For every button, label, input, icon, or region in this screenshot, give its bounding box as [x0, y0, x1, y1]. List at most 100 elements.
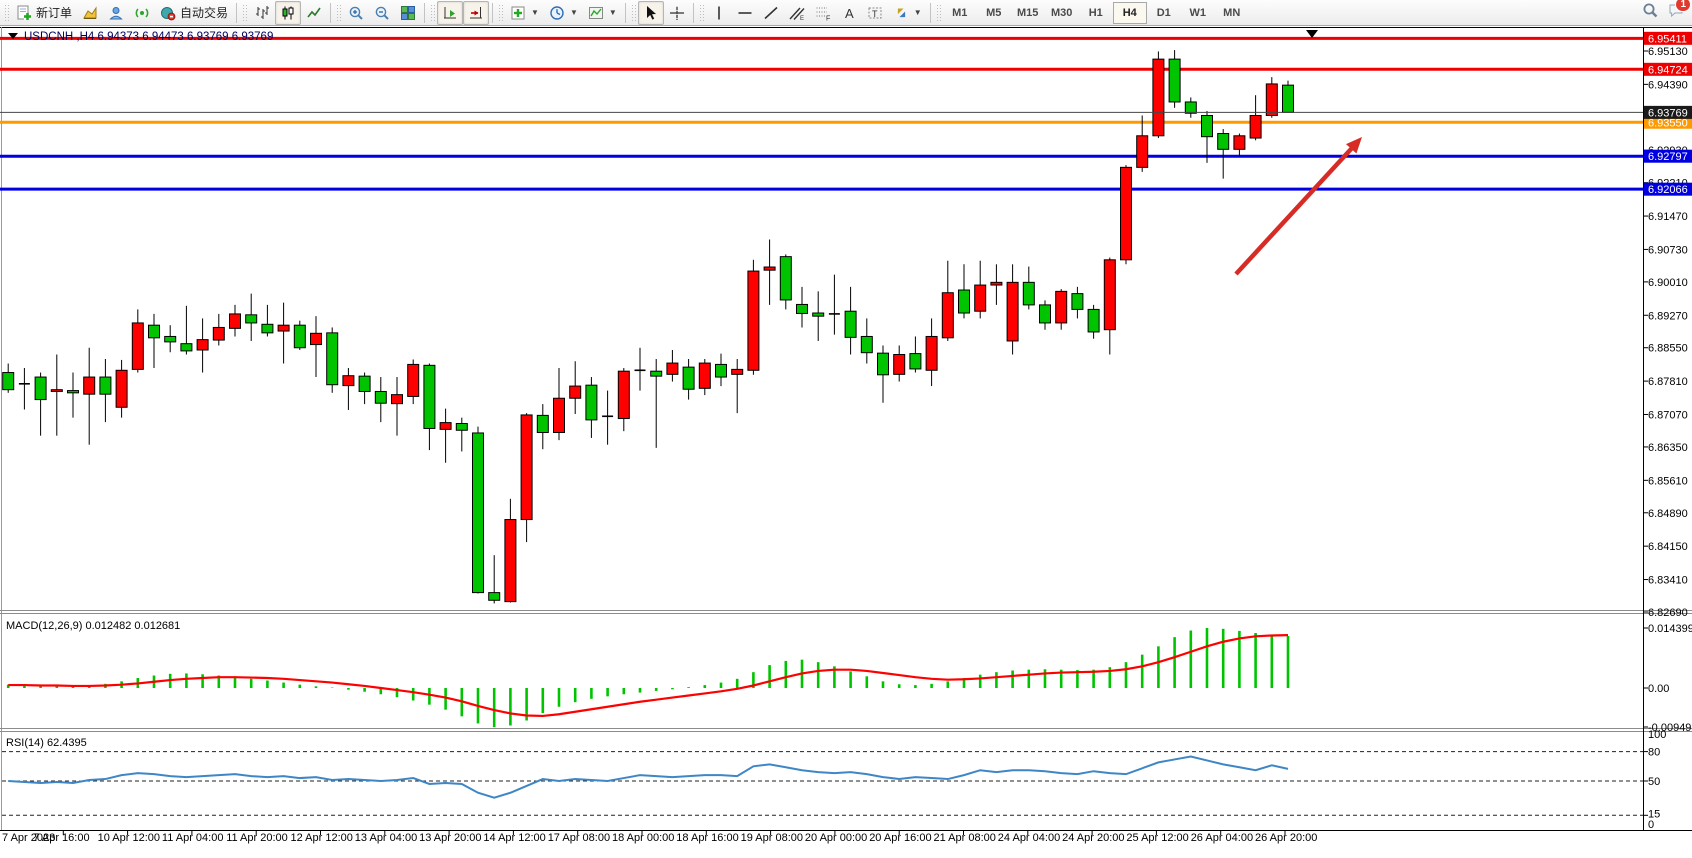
signals-icon [135, 7, 149, 18]
text-icon: A [845, 6, 854, 21]
candlestick-button[interactable] [275, 0, 302, 25]
rsi-tick-label: 80 [1648, 747, 1660, 759]
search-button[interactable] [1642, 2, 1658, 23]
price-label-text: 6.95411 [1648, 33, 1687, 45]
candle-body [747, 270, 760, 371]
zoom-in-button[interactable] [343, 1, 369, 25]
zoom-out-button[interactable] [369, 1, 395, 25]
candle-body [650, 370, 663, 377]
text-button[interactable]: A [836, 1, 862, 25]
autotrading-button[interactable]: 自动交易 [155, 1, 233, 25]
candle-body [245, 314, 258, 324]
candle-body [439, 422, 452, 430]
candle-body [666, 362, 679, 375]
toolbar-right: 1 [1642, 0, 1691, 23]
price-tick-label: 6.86350 [1648, 442, 1688, 454]
candle-body [763, 266, 776, 271]
toolbar-separator [492, 2, 494, 23]
candle-body [374, 390, 387, 404]
toolbar-drag-handle [430, 3, 436, 22]
periods-icon [550, 5, 564, 20]
price-tick-label: 6.90730 [1648, 244, 1688, 256]
fibonacci-button[interactable]: F [810, 1, 836, 25]
tile-windows-button[interactable] [395, 1, 421, 25]
chart-shift-marker[interactable] [1306, 30, 1318, 38]
candle-body [148, 324, 160, 339]
timeframe-m15[interactable]: M15 [1017, 6, 1039, 19]
chart-shift-button[interactable] [463, 0, 490, 25]
candle-body [455, 422, 468, 431]
bar-chart-button[interactable] [249, 1, 275, 25]
indicators-button[interactable]: ▼ [505, 1, 544, 25]
chart-window-button[interactable] [77, 1, 103, 25]
rsi-line [8, 755, 1289, 799]
price-line-label: 6.92797 [1644, 149, 1692, 163]
trend-arrow[interactable] [1234, 137, 1362, 276]
trendline-button[interactable] [758, 1, 784, 25]
candle-body [844, 310, 857, 338]
price-line-label: 6.93769 [1644, 105, 1692, 119]
timeframe-h4[interactable]: H4 [1112, 1, 1147, 24]
templates-button[interactable]: ▼ [583, 1, 622, 25]
horizontal-lines [0, 36, 1643, 191]
market-chart-icon [83, 5, 97, 19]
candle-body [1184, 101, 1197, 114]
candle-body [1249, 114, 1262, 139]
equidistant-channel-button[interactable]: E [784, 1, 810, 25]
timeframe-w1[interactable]: W1 [1189, 6, 1206, 19]
community-button[interactable] [103, 1, 129, 25]
candle-body [796, 303, 808, 314]
vline-icon [717, 6, 720, 19]
periods-button[interactable]: ▼ [544, 1, 583, 25]
crosshair-button[interactable] [664, 1, 690, 25]
chevron-down-icon[interactable]: ▼ [531, 8, 539, 17]
time-tick-label: 20 Apr 16:00 [869, 832, 931, 844]
timeframe-m5[interactable]: M5 [986, 6, 1002, 19]
candle-body [1055, 290, 1068, 324]
line-chart-button[interactable] [301, 1, 327, 25]
arrows-button[interactable]: ▼ [888, 1, 927, 25]
vertical-line-button[interactable] [706, 1, 732, 25]
toolbar-group: E F A T ▼ [706, 1, 927, 25]
chat-button[interactable]: 1 [1668, 0, 1691, 23]
candle-body [261, 323, 274, 334]
chevron-down-icon[interactable]: ▼ [608, 8, 617, 17]
price-label-box [1644, 31, 1692, 45]
text-label-button[interactable]: T [862, 1, 888, 25]
auto-scroll-button[interactable] [437, 0, 464, 25]
horizontal-line-button[interactable] [732, 1, 758, 25]
toolbar-drag-handle [336, 3, 342, 22]
price-axis[interactable]: 6.951306.943906.929306.922106.914706.907… [1643, 46, 1688, 619]
chevron-down-icon[interactable]: ▼ [569, 8, 578, 17]
rsi-axis[interactable]: 100 80 50 150 [1643, 729, 1666, 831]
candle-body [1217, 133, 1230, 150]
price-tick-label: 6.83410 [1648, 575, 1688, 587]
candle-body [617, 370, 630, 420]
timeframe-h1[interactable]: H1 [1088, 6, 1103, 19]
cursor-button[interactable] [637, 0, 664, 25]
timeframe-m1[interactable]: M1 [952, 6, 968, 19]
price-label-box [1644, 62, 1692, 76]
candle-body [1168, 58, 1181, 103]
time-tick-label: 7 Apr 2023 [2, 832, 55, 844]
candle-body [391, 394, 403, 405]
collapse-triangle-icon[interactable] [8, 33, 18, 39]
rsi-tick-label: 100 [1648, 729, 1666, 741]
signals-button[interactable] [129, 1, 155, 25]
candlestick-icon [282, 6, 294, 19]
candle-body [50, 389, 63, 392]
timeframe-d1[interactable]: D1 [1156, 6, 1171, 19]
timeframe-m30[interactable]: M30 [1051, 6, 1073, 19]
new-order-button[interactable]: 新订单 [11, 1, 77, 25]
time-tick-label: 7 Apr 16:00 [33, 832, 89, 844]
price-label-text: 6.92066 [1648, 184, 1688, 196]
candle-body [164, 335, 177, 343]
new-order-icon [17, 5, 31, 20]
timeframe-mn[interactable]: MN [1223, 6, 1241, 19]
candle-body [1152, 58, 1165, 137]
autotrading-icon [161, 6, 176, 20]
chevron-down-icon[interactable]: ▼ [913, 8, 922, 17]
candle-body [731, 368, 744, 375]
